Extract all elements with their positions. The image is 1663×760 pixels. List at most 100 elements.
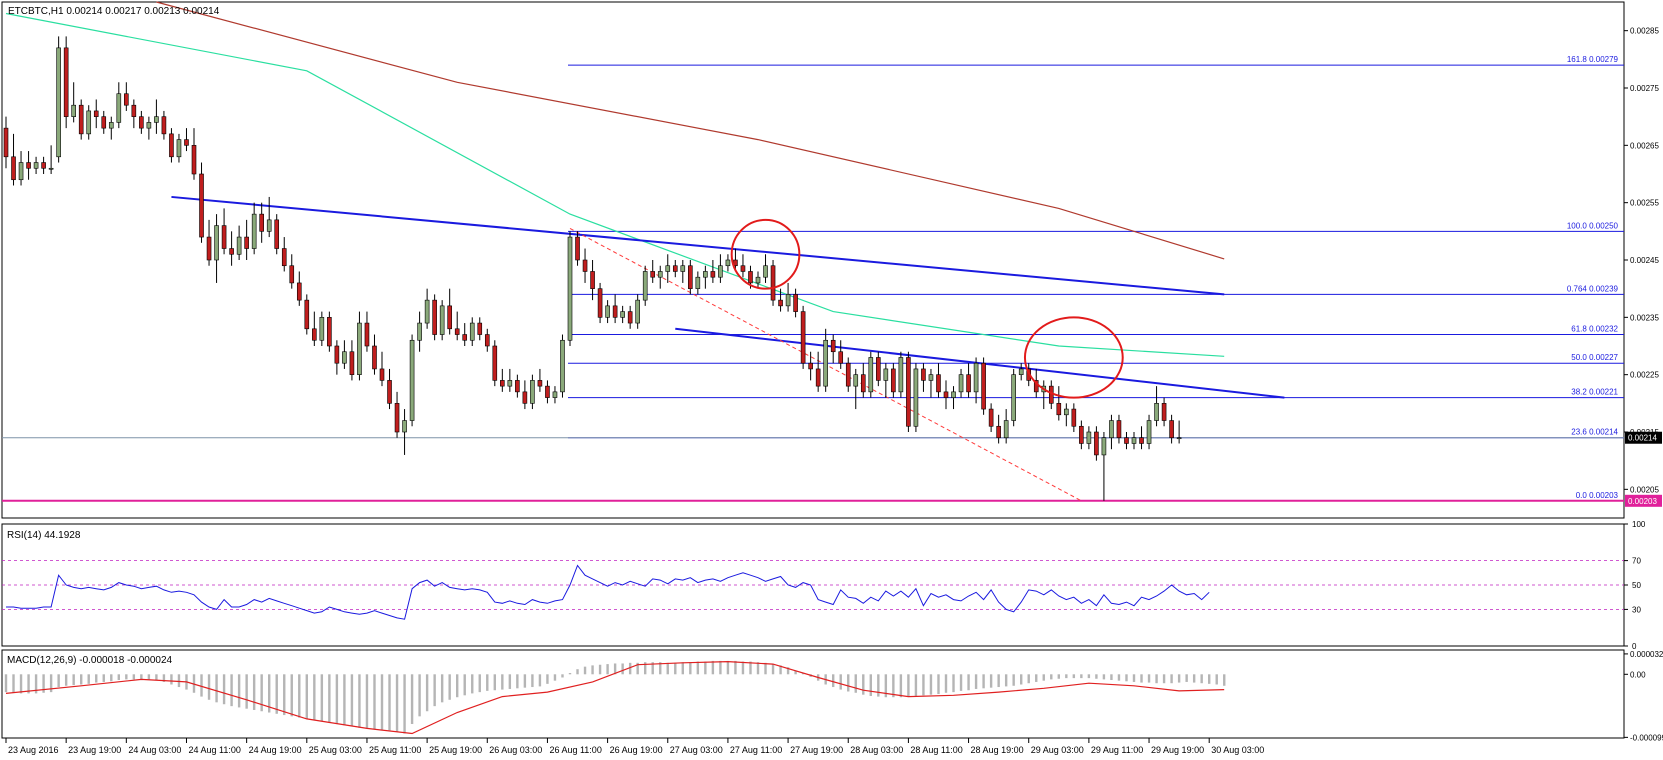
symbol-header: ETCBTC,H1 0.00214 0.00217 0.00213 0.0021…	[8, 6, 220, 17]
time-tick-label: 27 Aug 19:00	[790, 745, 843, 755]
candle-body	[620, 311, 625, 318]
macd-histogram-bar	[598, 664, 602, 675]
candle-body	[116, 93, 122, 123]
macd-histogram-bar	[320, 674, 324, 722]
highlight-circle	[1023, 316, 1124, 399]
candle-body	[1003, 420, 1009, 439]
support-price-tag-label: 0.00203	[1628, 497, 1657, 506]
macd-histogram-bar	[410, 674, 414, 724]
price-tick-label: 0.00235	[1630, 313, 1659, 322]
candle-body	[898, 357, 904, 393]
candle-body	[996, 425, 1001, 439]
candle-body	[266, 219, 272, 232]
candle-body	[815, 368, 821, 387]
macd-histogram-bar	[899, 674, 903, 698]
candle-body	[552, 391, 558, 398]
macd-histogram-bar	[666, 662, 669, 675]
macd-histogram-bar	[839, 674, 842, 690]
price-panel	[1, 1, 1625, 519]
macd-histogram-bar	[12, 674, 15, 693]
macd-histogram-bar	[440, 674, 444, 703]
candle-body	[575, 236, 580, 261]
candle-body	[703, 271, 708, 278]
macd-histogram-bar	[952, 674, 955, 693]
macd-histogram-bar	[1132, 674, 1136, 682]
macd-histogram-bar	[433, 674, 436, 707]
macd-histogram-bar	[403, 674, 406, 734]
macd-histogram-bar	[313, 674, 316, 721]
macd-histogram-bar	[959, 674, 963, 691]
rsi-line	[6, 564, 1210, 620]
candle-body	[41, 162, 46, 169]
macd-histogram-bar	[884, 674, 888, 698]
candle-body	[176, 139, 182, 158]
macd-histogram-bar	[862, 674, 865, 695]
macd-histogram-bar	[1065, 674, 1068, 679]
candle-body	[1071, 408, 1077, 427]
candle-body	[357, 322, 362, 375]
macd-histogram-bar	[636, 662, 639, 675]
macd-histogram-bar	[516, 674, 519, 689]
candle-body	[334, 345, 340, 364]
macd-panel	[1, 649, 1625, 739]
macd-histogram-bar	[523, 674, 527, 688]
candle-body	[1131, 437, 1137, 444]
macd-histogram-bar	[1147, 674, 1151, 683]
macd-histogram-bar	[741, 661, 745, 675]
time-tick-label: 29 Aug 11:00	[1091, 745, 1143, 755]
macd-tick-label: -0.000099	[1630, 733, 1663, 742]
macd-histogram-bar	[1185, 674, 1188, 682]
candle-body	[688, 265, 693, 289]
macd-histogram-bar	[162, 674, 166, 682]
macd-histogram-bar	[1170, 674, 1173, 684]
candle-body	[364, 322, 370, 347]
candle-body	[18, 162, 24, 181]
candle-body	[139, 116, 144, 129]
candle-body	[966, 374, 971, 393]
macd-histogram-bar	[125, 674, 128, 680]
candle-body	[1101, 437, 1107, 456]
macd-histogram-bar	[80, 674, 83, 685]
time-tick-label: 26 Aug 11:00	[549, 745, 601, 755]
candle-body	[1064, 408, 1069, 416]
macd-histogram-bar	[786, 667, 790, 675]
macd-histogram-bar	[719, 660, 722, 675]
candle-body	[1154, 403, 1159, 421]
macd-histogram-bar	[222, 674, 226, 705]
macd-histogram-bar	[508, 674, 512, 689]
macd-histogram-bar	[1140, 674, 1143, 683]
candle-body	[748, 271, 753, 284]
macd-histogram-bar	[734, 660, 737, 675]
macd-histogram-bar	[832, 674, 835, 688]
macd-histogram-bar	[147, 674, 151, 680]
macd-histogram-bar	[245, 674, 248, 709]
candle-body	[33, 162, 39, 169]
candle-body	[146, 122, 152, 129]
time-tick-label: 28 Aug 03:00	[850, 745, 903, 755]
macd-histogram-bar	[230, 674, 233, 707]
candle-body	[657, 271, 663, 278]
candle-body	[342, 351, 347, 364]
candle-body	[402, 420, 407, 433]
macd-histogram-bar	[771, 664, 775, 675]
price-tick-label: 0.00225	[1630, 371, 1659, 380]
fib-level-label: 0.764 0.00239	[1567, 284, 1619, 293]
candle-body	[860, 374, 866, 393]
candle-body	[439, 305, 445, 335]
macd-histogram-bar	[34, 674, 38, 694]
macd-histogram-bar	[1072, 674, 1076, 679]
candle-body	[289, 265, 295, 284]
candle-body	[1011, 374, 1016, 421]
macd-histogram-bar	[1200, 674, 1203, 684]
candle-body	[778, 299, 783, 307]
time-tick-label: 28 Aug 19:00	[971, 745, 1024, 755]
macd-histogram-bar	[1035, 674, 1038, 682]
candle-body	[981, 362, 986, 410]
macd-histogram-bar	[681, 662, 684, 675]
candle-body	[665, 265, 671, 272]
candle-body	[605, 305, 610, 318]
macd-histogram-bar	[877, 674, 880, 697]
candle-body	[635, 299, 640, 324]
candle-body	[372, 345, 377, 370]
candle-body	[236, 236, 242, 255]
